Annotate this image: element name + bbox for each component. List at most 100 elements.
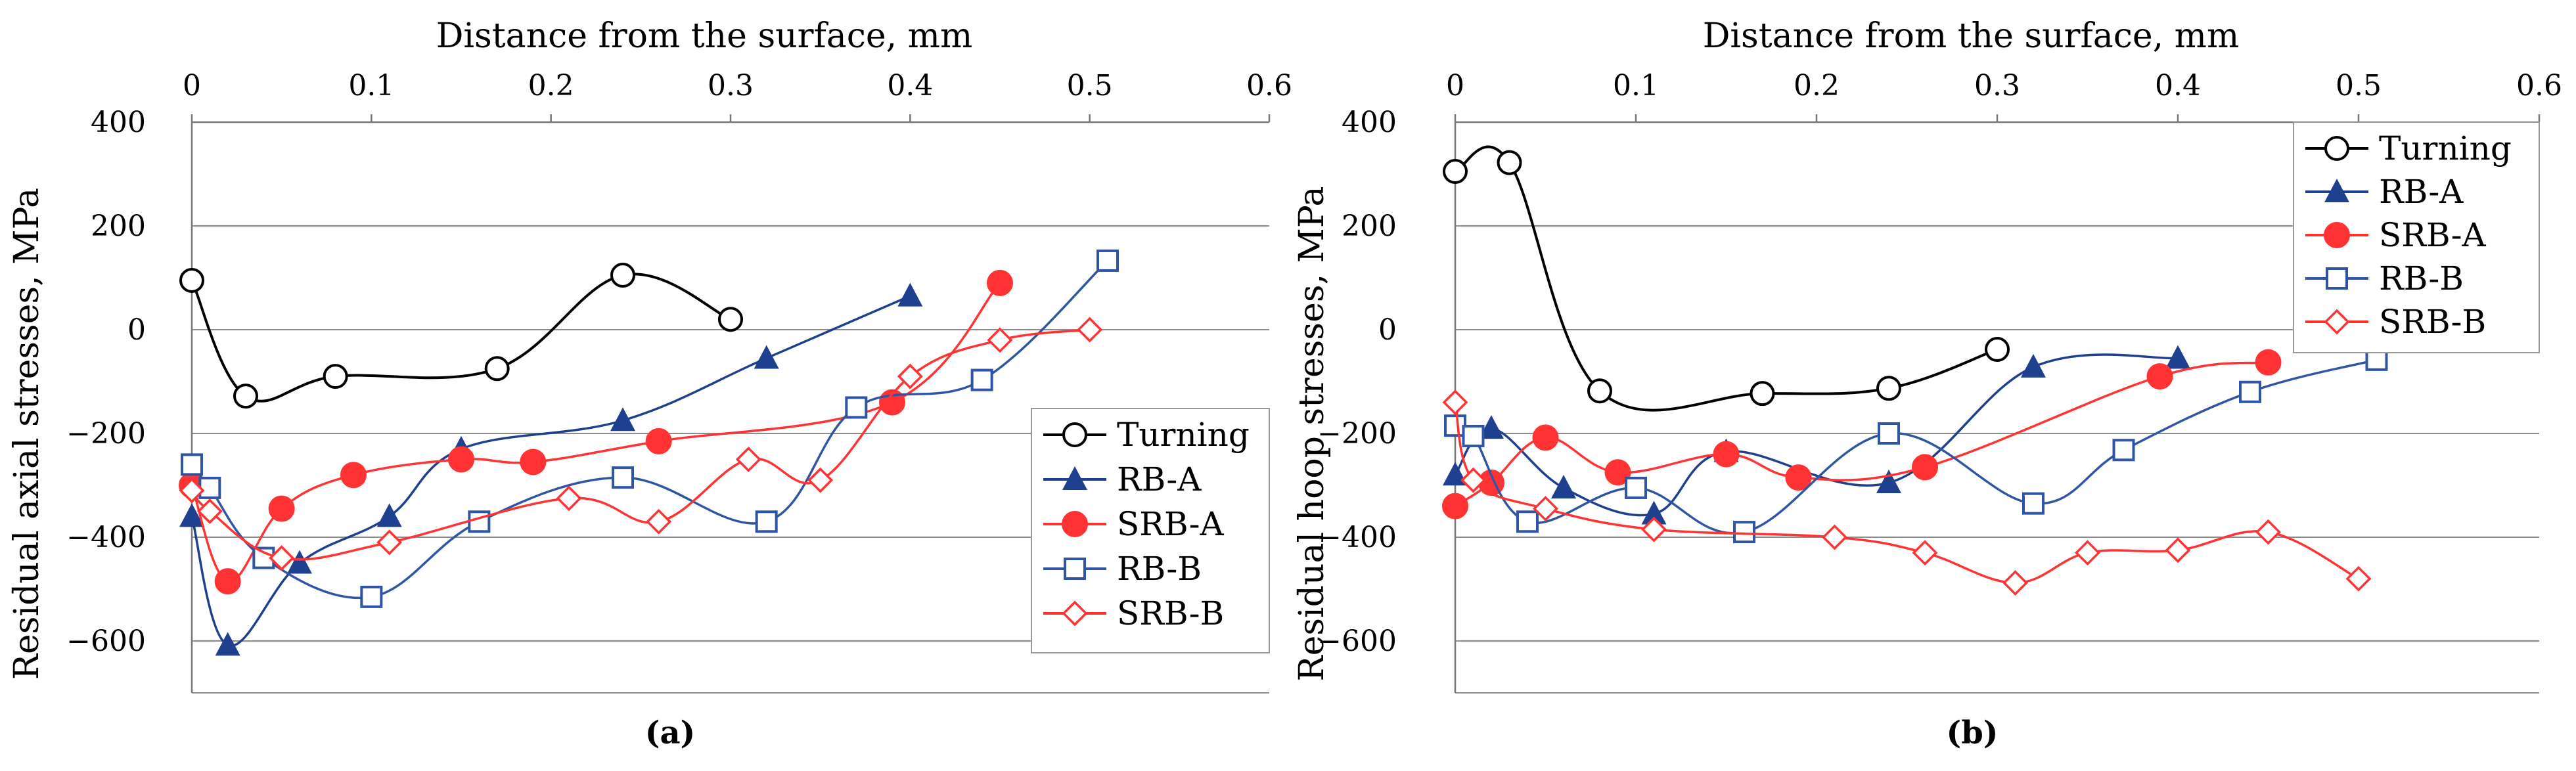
data-point [1876, 376, 1901, 401]
data-point [2075, 540, 2100, 566]
x-tick-label: 0.5 [2336, 69, 2382, 102]
y-axis-title: Residual hoop stresses, MPa [1292, 186, 1332, 681]
y-tick-label: −600 [1317, 625, 1397, 658]
data-point [1750, 381, 1775, 407]
legend-marker [1062, 422, 1087, 447]
data-point [1443, 159, 1468, 185]
data-point [340, 462, 367, 489]
y-tick-label: −400 [66, 521, 146, 554]
legend-a: Turning RB-A SRB-A RB-B SRB-B [1031, 408, 1270, 653]
legend-marker [1062, 466, 1087, 490]
legend-marker [2324, 136, 2349, 161]
y-tick-label: −400 [1317, 521, 1397, 554]
data-point [897, 282, 923, 307]
data-point [179, 477, 205, 504]
data-point [2239, 380, 2261, 403]
data-point [646, 508, 672, 535]
panel-label-b: (b) [1947, 715, 1999, 751]
data-point [1713, 441, 1740, 468]
x-tick-label: 0.1 [348, 69, 394, 102]
data-point [1516, 510, 1539, 533]
y-tick-label: 0 [1378, 313, 1397, 347]
data-point [1912, 540, 1938, 566]
data-point [987, 269, 1013, 296]
data-point [1442, 493, 1468, 519]
data-point [755, 510, 778, 533]
legend-label: RB-B [2379, 259, 2464, 297]
data-point [2022, 492, 2045, 515]
data-point [1876, 470, 1901, 494]
data-point [1822, 524, 1847, 550]
series-line [1455, 145, 1998, 412]
x-tick-label: 0 [1446, 69, 1464, 102]
data-point [1460, 467, 1486, 493]
y-tick-label: 200 [91, 209, 146, 243]
data-point [1625, 476, 1647, 499]
data-point [520, 449, 547, 475]
y-tick-label: −600 [66, 625, 146, 658]
legend-label: RB-B [1117, 550, 1202, 588]
data-point [1587, 378, 1612, 404]
y-tick-label: 200 [1342, 209, 1397, 243]
series-rb-b [181, 249, 1119, 608]
series-line [191, 259, 1109, 600]
data-point [845, 396, 868, 419]
legend-marker [1064, 558, 1086, 580]
legend-marker [1062, 600, 1088, 627]
data-point [970, 368, 993, 391]
series-line [1455, 361, 2269, 508]
x-tick-label: 0.6 [2516, 69, 2562, 102]
legend-marker [2324, 309, 2350, 335]
data-point [1733, 521, 1755, 544]
data-point [2165, 345, 2190, 369]
legend-label: SRB-B [1117, 594, 1224, 632]
data-point [645, 428, 672, 454]
data-point [360, 585, 383, 608]
data-point [612, 466, 634, 489]
legend-marker [2326, 267, 2348, 290]
data-point [1912, 454, 1938, 481]
data-point [2165, 537, 2191, 563]
series-srb-a [1442, 349, 2282, 519]
legend-marker [2324, 179, 2349, 202]
data-point [1985, 337, 2010, 363]
y-tick-label: 400 [1342, 106, 1397, 139]
data-point [735, 447, 761, 472]
data-point [269, 545, 295, 571]
legend-label: RB-A [2379, 173, 2464, 211]
series-srb-b [1442, 389, 2372, 596]
data-point [1462, 424, 1485, 447]
data-point [897, 363, 923, 389]
data-point [215, 632, 240, 656]
legend-b: Turning RB-A SRB-A RB-B SRB-B [2293, 121, 2540, 353]
panel-a: 400 200 0 −200 −400 −600 0 0.1 0.2 0.3 0.4 0.5 0.6 Di… [7, 16, 1292, 694]
data-point [610, 407, 635, 431]
data-point [987, 327, 1013, 353]
data-point [196, 498, 223, 524]
data-point [1878, 422, 1900, 445]
legend-marker [1062, 511, 1088, 537]
data-point [2255, 519, 2281, 545]
data-point [1096, 249, 1119, 272]
data-point [1785, 464, 1812, 491]
panel-label-a: (a) [645, 715, 696, 751]
data-point [2255, 349, 2282, 376]
data-point [1532, 424, 1559, 451]
y-tick-label: 400 [91, 106, 146, 139]
data-point [610, 263, 635, 288]
y-tick-label: −200 [66, 417, 146, 451]
series-rb-a [179, 282, 923, 656]
data-point [214, 568, 241, 595]
data-point [179, 503, 204, 527]
x-axis-title: Distance from the surface, mm [1703, 16, 2240, 56]
x-tick-label: 0.4 [2155, 69, 2201, 102]
data-point [1641, 516, 1667, 542]
data-point [233, 384, 258, 409]
series-line [191, 282, 1001, 583]
series-srb-a [179, 269, 1013, 595]
series-turning [179, 263, 743, 409]
data-point [2002, 570, 2028, 596]
data-point [1533, 496, 1558, 522]
x-tick-label: 0.4 [887, 69, 933, 102]
y-axis-title: Residual axial stresses, MPa [7, 188, 47, 680]
